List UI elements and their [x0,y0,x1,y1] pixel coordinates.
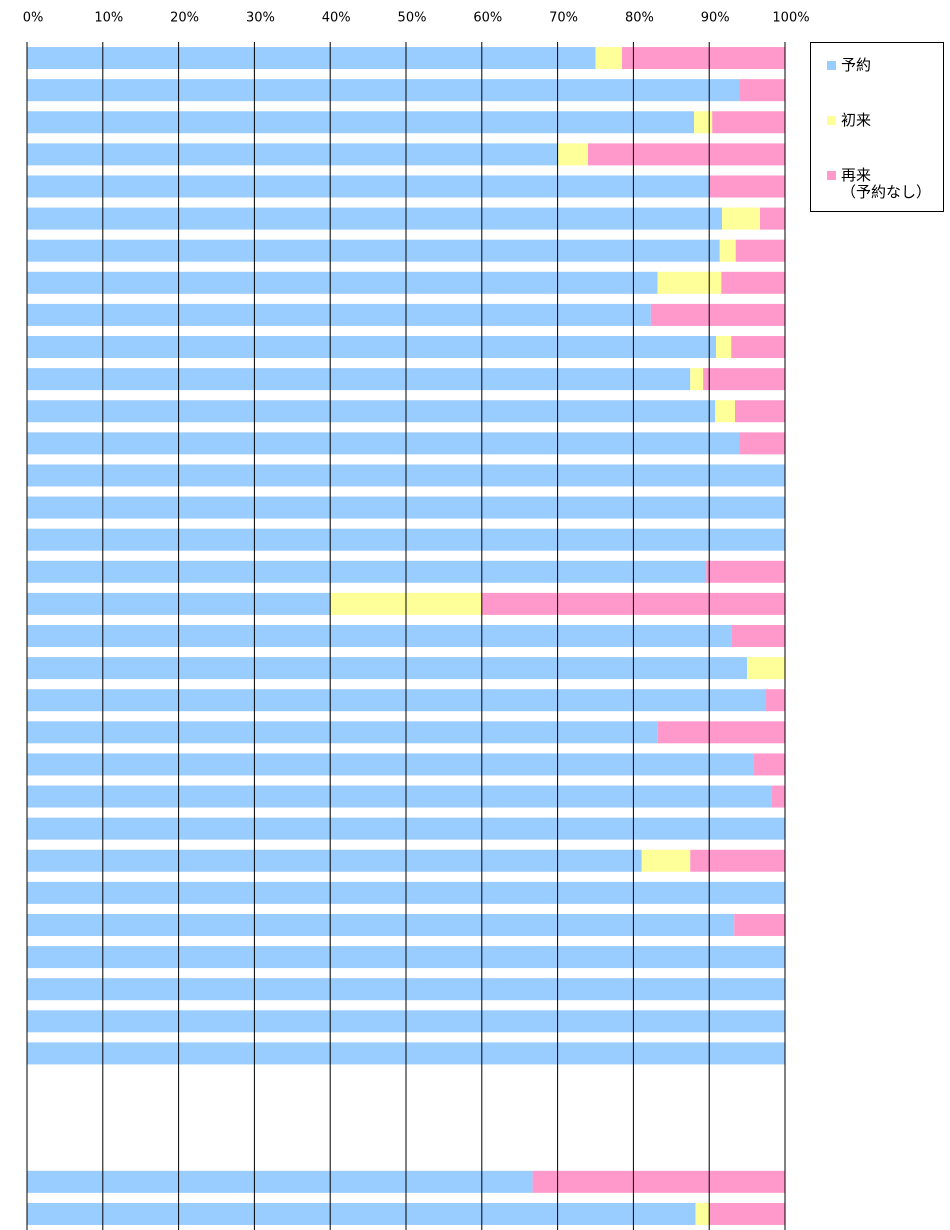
bar-segment [735,239,785,262]
bar-segment [722,207,760,230]
x-tick-label: 50% [398,11,427,26]
bar-segment [709,175,785,198]
bar-segment [731,336,785,359]
bar-segment [27,560,707,583]
bar-segment [532,1170,785,1193]
bar-segment [694,111,713,134]
x-tick-label: 30% [246,11,275,26]
bar-segment [721,271,785,294]
bar-segment [734,400,785,423]
x-tick-label: 40% [322,11,351,26]
bar-segment [27,432,740,455]
bar-segment [27,657,748,680]
bar-segment [27,111,695,134]
bar-segment [706,560,785,583]
bar-segment [587,143,785,166]
bar-segment [771,785,785,808]
x-tick-label: 100% [772,11,809,26]
x-tick-label: 80% [625,11,654,26]
bar-segment [715,400,735,423]
x-tick-label: 10% [94,11,123,26]
bar-segment [27,1202,696,1225]
legend: 予約初来再来 （予約なし） [810,42,944,212]
bar-segment [27,336,717,359]
x-tick-label: 0% [23,11,44,26]
bar-segment [27,271,658,294]
bar-segment [27,689,767,712]
bar-segment [731,625,785,647]
bar-segment [739,79,785,102]
bar-segment [753,753,785,776]
bar-segment [650,303,785,326]
bar-segment [734,913,785,936]
bar-segment [27,47,596,70]
bar-segment [716,336,732,359]
bar-segment [759,207,785,230]
bar-segment [766,689,785,712]
bar-segment [27,303,651,326]
legend-item: 予約 [827,57,943,74]
bar-segment [703,368,785,391]
legend-label: 再来 （予約なし） [841,166,932,201]
bar-segment [27,849,642,872]
bar-segment [27,913,735,936]
bar-segment [27,143,558,166]
bar-segment [595,47,623,70]
bar-segment [27,79,740,102]
bar-segment [739,432,785,455]
bar-segment [27,400,716,423]
bar-segment [657,271,722,294]
bar-segment [27,625,732,647]
legend-label: 予約 [841,56,872,74]
bar-segment [27,721,658,744]
legend-swatch [827,171,836,180]
legend-item: 再来 （予約なし） [827,167,943,201]
bar-segment [657,721,785,744]
x-tick-label: 20% [170,11,199,26]
bar-segment [747,657,785,680]
legend-swatch [827,61,836,70]
bar-segment [27,785,772,808]
x-tick-label: 90% [701,11,730,26]
bar-segment [709,1202,785,1225]
bar-segment [690,849,785,872]
bar-segment [695,1202,710,1225]
bar-segment [27,207,723,230]
bar-segment [27,368,691,391]
bar-segment [27,239,720,262]
legend-item: 初来 [827,112,943,129]
bar-segment [641,849,691,872]
bar-segment [27,753,754,776]
x-tick-label: 70% [549,11,578,26]
bar-segment [719,239,736,262]
x-tick-label: 60% [473,11,502,26]
bar-segment [690,368,704,391]
bar-segment [712,111,785,134]
legend-label: 初来 [841,111,872,129]
bar-segment [622,47,785,70]
legend-swatch [827,116,836,125]
bar-segment [557,143,588,166]
bar-segment [27,175,710,198]
